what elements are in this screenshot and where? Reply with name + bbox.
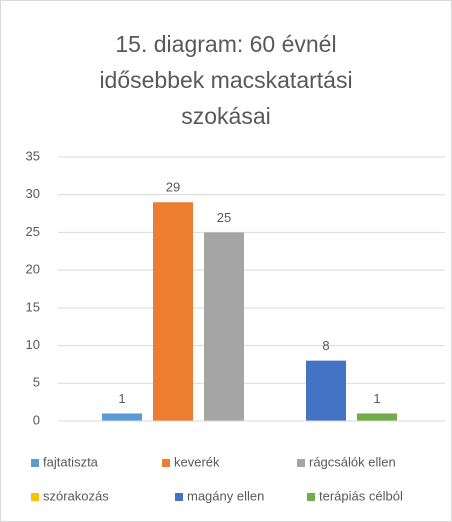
y-tick-label: 5: [33, 375, 40, 390]
legend-label: fajtatiszta: [43, 454, 99, 469]
bar: [204, 232, 244, 421]
y-tick-label: 20: [26, 262, 40, 277]
legend-label: rágcsálók ellen: [309, 454, 396, 469]
legend-label: terápiás célból: [319, 488, 403, 503]
chart-title: 15. diagram: 60 évnél idősebbek macskata…: [99, 31, 353, 129]
legend-label: szórakozás: [43, 488, 109, 503]
y-tick-label: 10: [26, 337, 40, 352]
legend-swatch: [297, 459, 305, 467]
y-tick-label: 15: [26, 299, 40, 314]
y-tick-label: 25: [26, 224, 40, 239]
bar: [306, 360, 346, 421]
y-tick-label: 35: [26, 148, 40, 163]
bar: [357, 413, 397, 421]
legend-swatch: [31, 493, 39, 501]
legend-swatch: [175, 493, 183, 501]
legend-label: keverék: [174, 454, 220, 469]
data-label: 25: [217, 210, 231, 225]
data-label: 1: [373, 391, 380, 406]
legend-swatch: [162, 459, 170, 467]
y-tick-label: 0: [33, 412, 40, 427]
bar: [153, 202, 193, 421]
legend-swatch: [307, 493, 315, 501]
data-label: 1: [118, 391, 125, 406]
legend-swatch: [31, 459, 39, 467]
y-tick-label: 30: [26, 186, 40, 201]
legend-label: magány ellen: [187, 488, 264, 503]
data-label: 29: [166, 180, 180, 195]
data-label: 8: [322, 338, 329, 353]
bar: [102, 413, 142, 421]
